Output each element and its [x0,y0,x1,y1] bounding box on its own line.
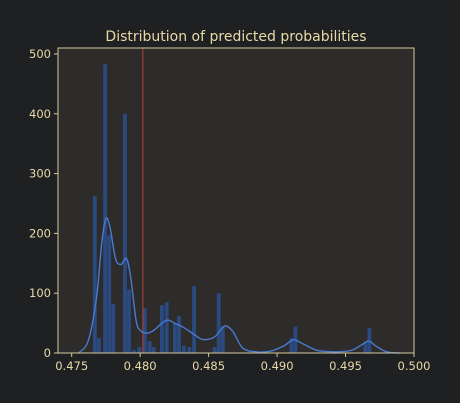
y-tick-label: 300 [29,167,51,181]
histogram-bar [212,347,217,353]
histogram-bar [187,347,192,353]
histogram-bar [147,341,152,353]
y-tick-label: 400 [29,107,51,121]
histogram-bar [142,308,147,353]
chart-title: Distribution of predicted probabilities [105,29,366,45]
y-tick-label: 0 [44,346,51,360]
histogram-bar [363,342,368,353]
x-tick-label: 0.500 [398,359,431,373]
histogram-bars [92,64,372,354]
y-tick-label: 500 [29,47,51,61]
y-axis: 0 100 200 300 400 500 [29,47,58,360]
histogram-bar [216,293,221,353]
x-tick-label: 0.490 [261,359,294,373]
histogram-bar [181,345,186,353]
histogram-bar [107,235,112,353]
histogram-bar [123,113,127,353]
x-tick-label: 0.485 [192,359,225,373]
histogram-bar [131,350,136,353]
y-tick-label: 200 [29,226,51,240]
histogram-bar [137,347,142,353]
histogram-bar [220,326,225,353]
histogram-bar [173,323,177,353]
plot-area-background [58,48,414,353]
histogram-bar [92,196,97,353]
x-tick-label: 0.475 [55,359,88,373]
x-axis: 0.475 0.480 0.485 0.490 0.495 0.500 [55,353,430,373]
kde-curve [77,217,401,354]
histogram-bar [164,302,169,353]
y-tick-label: 100 [29,286,51,300]
histogram-bar [289,338,294,353]
histogram-bar [111,303,116,353]
histogram-bar [160,305,164,353]
histogram-bar [177,315,181,353]
x-tick-label: 0.495 [329,359,362,373]
histogram-bar [103,64,107,354]
x-tick-label: 0.480 [124,359,157,373]
histogram-bar [192,286,196,353]
plot-area-frame [57,47,415,354]
histogram-bar [151,347,156,353]
histogram-bar [97,338,101,353]
histogram-bar [127,289,131,353]
